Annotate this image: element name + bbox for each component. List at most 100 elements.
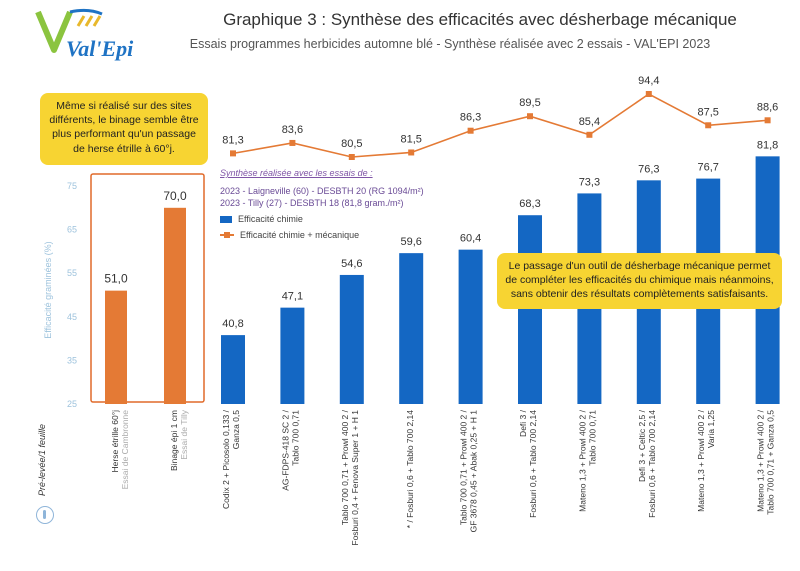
category-line: Essai de Cambronne	[120, 410, 130, 490]
line-point-value: 85,4	[579, 116, 600, 128]
program-category-label: Mateno 1,3 + Prowl 400 2 /Varia 1,25	[696, 409, 716, 511]
program-bar	[339, 274, 364, 404]
legend-item-line: Efficacité chimie + mécanique	[220, 230, 424, 240]
category-line: Essai de Tilly	[179, 409, 189, 459]
program-bar-value: 59,6	[400, 236, 421, 248]
legend-item-bar: Efficacité chimie	[220, 214, 424, 224]
line-point	[348, 154, 355, 160]
category-line: Codix 2 + Picosolo 0,133 /	[221, 409, 231, 509]
y-tick-label: 75	[67, 181, 77, 191]
category-line: Tablo 700 0,71 + Prowl 400 2 /	[340, 409, 350, 525]
line-point	[467, 127, 474, 134]
sprout-icon	[36, 506, 54, 524]
legend-item-line-label: Efficacité chimie + mécanique	[240, 230, 360, 240]
legend-heading: Synthèse réalisée avec les essais de :	[220, 168, 373, 178]
program-bar	[458, 249, 483, 404]
category-line: Mateno 1,3 + Prowl 400 2 /	[577, 409, 587, 511]
valepi-logo: Val'Epi	[30, 6, 145, 68]
category-line: Tablo 700 0,71 + Ganza 0,5	[766, 410, 776, 515]
line-point-value: 88,6	[757, 101, 778, 113]
mechanical-bar	[164, 207, 186, 404]
y-tick-label: 25	[67, 399, 77, 409]
y-tick-label: 65	[67, 225, 77, 235]
program-bar	[399, 253, 424, 404]
program-category-label: Tablo 700 0,71 + Prowl 400 2 /GF 3678 0,…	[459, 409, 479, 532]
legend: Synthèse réalisée avec les essais de : 2…	[220, 168, 424, 240]
category-line: Fosburi 0,6 + Tablo 700 2,14	[647, 410, 657, 518]
program-bar-value: 81,8	[757, 139, 778, 151]
mechanical-category-label: Herse étrille 60°jEssai de Cambronne	[110, 410, 130, 490]
y-tick-label: 35	[67, 355, 77, 365]
chart-title: Graphique 3 : Synthèse des efficacités a…	[223, 10, 737, 29]
program-bar-value: 73,3	[579, 176, 600, 188]
category-line: Binage épi 1 cm	[169, 410, 179, 471]
legend-site-1: 2023 - Laigneville (60) - DESBTH 20 (RG …	[220, 186, 424, 196]
line-point-value: 89,5	[519, 97, 540, 109]
legend-site-2: 2023 - Tilly (27) - DESBTH 18 (81,8 gram…	[220, 198, 404, 208]
line-point	[586, 131, 593, 138]
program-bar-value: 47,1	[282, 291, 303, 303]
mechanical-highlight-frame	[90, 173, 205, 403]
line-point	[408, 149, 415, 156]
line-point-value: 81,3	[222, 134, 243, 146]
category-line: GF 3678 0,45 + Abak 0,25 + H 1	[469, 410, 479, 533]
line-point-value: 83,6	[282, 124, 303, 136]
legend-swatch-bar	[220, 215, 232, 223]
line-point	[230, 150, 236, 157]
program-bar	[280, 307, 305, 404]
program-category-label: Tablo 700 0,71 + Prowl 400 2 /Fosburi 0,…	[340, 409, 360, 545]
line-point-value: 87,5	[697, 106, 718, 118]
category-line: AG-FDPS-418 SC 2 /	[280, 409, 290, 490]
category-line: Tablo 700 0,71	[290, 410, 300, 466]
category-line: Tablo 700 0,71	[587, 410, 597, 466]
category-line: * / Fosburi 0,6 + Tablo 700 2,14	[405, 410, 415, 528]
mechanical-bar-value: 51,0	[104, 272, 128, 286]
program-category-label: Codix 2 + Picosolo 0,133 /Ganza 0,5	[221, 409, 241, 509]
program-category-label: * / Fosburi 0,6 + Tablo 700 2,14	[405, 410, 415, 528]
category-line: Varia 1,25	[706, 410, 716, 448]
program-category-label: AG-FDPS-418 SC 2 /Tablo 700 0,71	[280, 409, 300, 490]
category-line: Ganza 0,5	[231, 410, 241, 449]
mechanical-category-label: Binage épi 1 cmEssai de Tilly	[169, 409, 189, 471]
line-point-value: 94,4	[638, 75, 659, 87]
category-line: Fosburi 0,6 + Tablo 700 2,14	[528, 410, 538, 518]
program-bar-value: 54,6	[341, 258, 362, 270]
program-category-label: Mateno 1,3 + Prowl 400 2 /Tablo 700 0,71…	[756, 409, 776, 514]
line-point-value: 80,5	[341, 138, 362, 150]
y-tick-label: 45	[67, 312, 77, 322]
program-bar-value: 76,7	[697, 162, 718, 174]
mechanical-bar	[105, 290, 127, 404]
program-bar-value: 68,3	[519, 198, 540, 210]
program-bar-value: 76,3	[638, 163, 659, 175]
program-category-label: Defi 3 + Celtic 2,5 /Fosburi 0,6 + Tablo…	[637, 409, 657, 517]
program-bar-value: 40,8	[222, 318, 243, 330]
program-category-label: Mateno 1,3 + Prowl 400 2 /Tablo 700 0,71	[577, 409, 597, 511]
line-point	[645, 91, 652, 97]
category-line: Fosburi 0,4 + Fenova Super 1 + H 1	[350, 410, 360, 546]
mechanical-bar-value: 70,0	[163, 189, 187, 203]
line-series-path	[232, 93, 768, 158]
y-tick-label: 55	[67, 268, 77, 278]
legend-swatch-line	[220, 231, 234, 239]
category-line: Defi 3 + Celtic 2,5 /	[637, 409, 647, 482]
category-line: Mateno 1,3 + Prowl 400 2 /	[756, 409, 766, 511]
line-point	[527, 113, 533, 120]
category-line: Herse étrille 60°j	[110, 410, 120, 473]
chart-subtitle: Essais programmes herbicides automne blé…	[189, 37, 711, 51]
note-left: Même si réalisé sur des sites différents…	[40, 93, 208, 165]
category-line: Defi 3 /	[518, 409, 528, 437]
program-bar-value: 60,4	[460, 233, 481, 245]
line-point-value: 81,5	[400, 133, 421, 145]
category-line: Tablo 700 0,71 + Prowl 400 2 /	[459, 409, 469, 525]
svg-text:Val'Epi: Val'Epi	[66, 36, 134, 61]
program-bar	[518, 215, 542, 404]
line-point-value: 86,3	[460, 112, 481, 124]
category-line: Mateno 1,3 + Prowl 400 2 /	[696, 409, 706, 511]
program-category-label: Defi 3 /Fosburi 0,6 + Tablo 700 2,14	[518, 409, 538, 517]
program-bar	[221, 335, 245, 404]
line-point	[289, 139, 296, 146]
line-point	[764, 117, 771, 124]
legend-item-bar-label: Efficacité chimie	[238, 214, 303, 224]
note-right: Le passage d'un outil de désherbage méca…	[497, 253, 782, 309]
line-point	[705, 122, 712, 129]
